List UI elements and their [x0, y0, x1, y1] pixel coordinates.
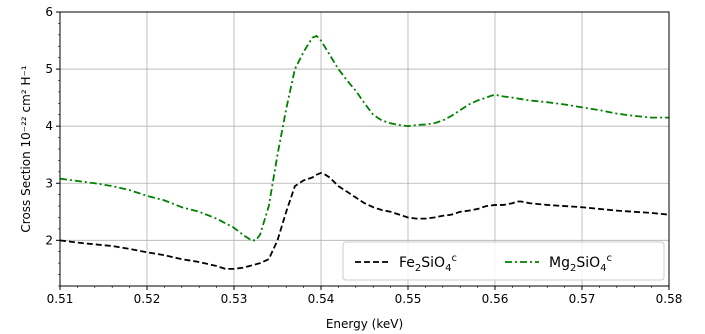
x-tick-label: 0.55 — [395, 292, 422, 306]
x-axis-ticks: 0.51 0.52 0.53 0.54 0.55 0.56 0.57 0.58 — [47, 286, 683, 306]
y-tick-label: 3 — [45, 176, 53, 190]
legend-box — [342, 241, 665, 281]
legend: Fe2SiO4c Mg2SiO4c — [342, 241, 665, 281]
y-axis-ticks: 2 3 4 5 6 — [45, 5, 60, 287]
x-tick-label: 0.58 — [656, 292, 683, 306]
series-line-1 — [59, 35, 669, 242]
x-tick-label: 0.53 — [221, 292, 248, 306]
y-tick-label: 5 — [45, 62, 53, 76]
series-layer — [59, 35, 670, 270]
x-axis-label: Energy (keV) — [326, 317, 403, 331]
y-axis-label: Cross Section 10⁻²² cm² H⁻¹ — [19, 65, 33, 232]
legend-label-1: Mg2SiO4c — [549, 253, 612, 274]
x-tick-label: 0.52 — [134, 292, 161, 306]
x-tick-label: 0.56 — [482, 292, 509, 306]
series-line-0 — [59, 172, 670, 270]
y-tick-label: 2 — [45, 233, 53, 247]
y-tick-label: 4 — [45, 119, 53, 133]
legend-label-0: Fe2SiO4c — [399, 253, 457, 274]
x-tick-label: 0.51 — [47, 292, 74, 306]
x-tick-label: 0.54 — [308, 292, 335, 306]
y-tick-label: 6 — [45, 5, 53, 19]
x-tick-label: 0.57 — [569, 292, 596, 306]
